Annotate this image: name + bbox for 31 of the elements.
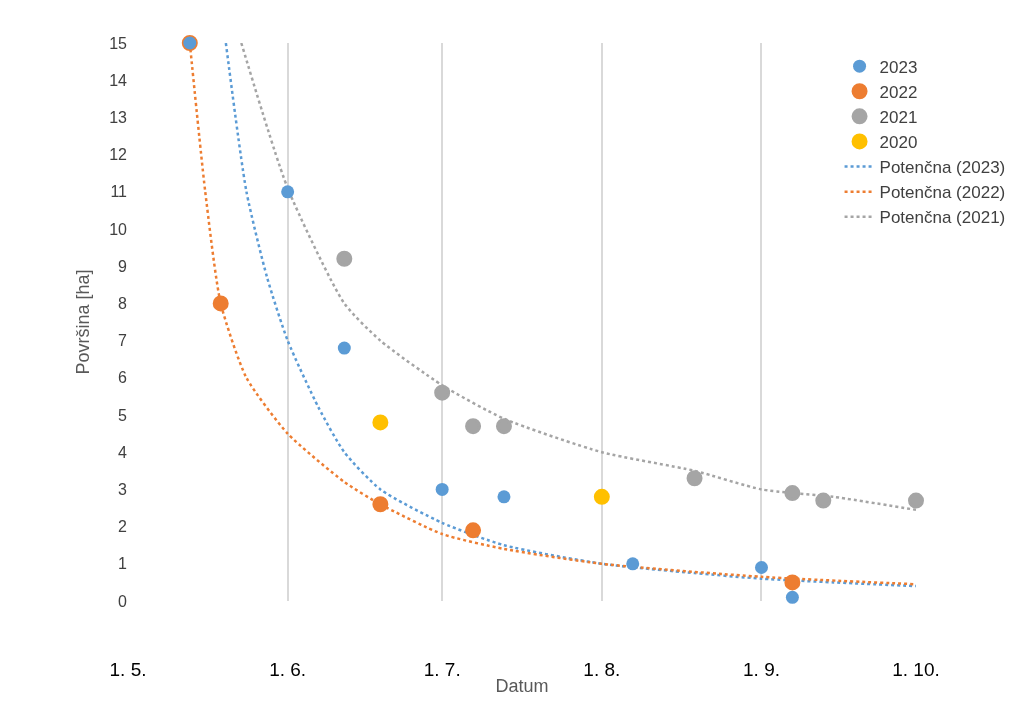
y-tick-label: 7: [118, 332, 128, 350]
y-tick-label: 12: [109, 146, 128, 164]
legend-label: 2020: [879, 133, 918, 153]
legend-label: Potenčna (2022): [879, 183, 1006, 203]
legend-label: Potenčna (2023): [879, 158, 1006, 178]
legend-label: 2023: [879, 57, 918, 77]
y-tick-label: 13: [109, 109, 128, 126]
y-axis-title: Površina [ha]: [73, 269, 94, 375]
y-tick-label: 9: [118, 257, 128, 275]
y-tick-label: 14: [109, 71, 128, 89]
legend-label: Potenčna (2021): [879, 208, 1006, 228]
y-tick-label: 8: [118, 295, 128, 312]
x-tick-label: 1. 9.: [743, 659, 780, 680]
y-tick-label: 10: [109, 220, 128, 238]
y-tick-label: 4: [118, 443, 128, 461]
x-tick-label: 1. 7.: [423, 659, 461, 680]
x-tick-label: 1. 5.: [109, 659, 147, 680]
y-tick-label: 11: [110, 183, 128, 201]
y-tick-label: 1: [118, 555, 128, 573]
x-tick-label: 1. 10.: [892, 659, 940, 680]
y-tick-label: 3: [118, 481, 128, 498]
legend-label: 2021: [879, 107, 918, 127]
y-tick-label: 0: [118, 592, 128, 610]
y-tick-label: 6: [118, 369, 128, 387]
y-tick-label: 2: [118, 518, 128, 536]
x-tick-label: 1. 6.: [269, 659, 307, 680]
legend-label: 2022: [879, 82, 918, 102]
x-axis-title: Datum: [495, 676, 549, 697]
x-tick-label: 1. 8.: [583, 659, 621, 680]
y-tick-label: 5: [118, 406, 128, 424]
y-tick-label: 15: [109, 34, 128, 52]
